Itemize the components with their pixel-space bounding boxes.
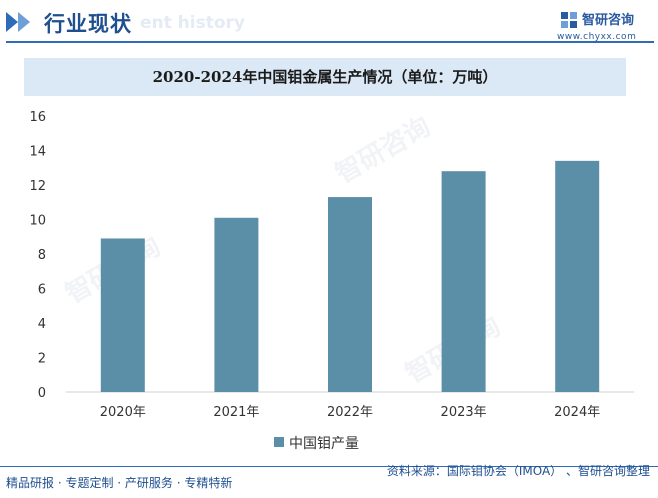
y-tick-label: 0 [38,386,46,401]
x-tick-label: 2023年 [441,405,487,420]
bar-chart: 0 2 4 6 8 10 12 14 16 2020年 2021年 2022年 2023年 2024年 [29,110,634,420]
footer-tagline: 精品研报 · 专题定制 · 产研服务 · 专精特新 [6,476,233,490]
y-tick-label: 14 [29,145,46,160]
x-tick-label: 2024年 [554,405,600,420]
logo-name: 智研咨询 [582,13,635,28]
y-tick-label: 4 [38,317,46,332]
footer-divider [0,466,658,467]
section-title: 行业现状 [44,12,132,36]
bar [328,197,372,392]
bar [214,217,259,392]
bar [441,171,486,392]
x-tick-label: 2022年 [327,405,373,420]
x-tick-label: 2020年 [100,405,146,420]
y-tick-label: 2 [38,352,46,367]
y-tick-label: 8 [38,248,46,263]
y-tick-label: 16 [29,110,46,125]
section-subtitle: ent history [140,13,245,33]
section-header: ent history 行业现状 智研咨询 www.chyxx.com [0,0,658,44]
footer-source: 资料来源：国际钼协会（IMOA） 、智研咨询整理 [386,464,650,478]
x-tick-label: 2021年 [213,405,259,420]
chart-title-band [24,58,626,96]
y-tick-label: 12 [29,179,46,194]
bar [100,238,145,392]
y-tick-label: 10 [29,214,46,229]
header-divider [6,41,654,43]
logo-url: www.chyxx.com [557,32,637,42]
bar [555,160,600,392]
chevron-icon [18,12,30,32]
legend-swatch [274,437,284,447]
y-tick-label: 6 [38,283,46,298]
logo-icon [561,12,577,28]
legend-label: 中国钼产量 [289,436,359,452]
chevron-icon [6,12,18,32]
chart-title: 2020-2024年中国钼金属生产情况（单位：万吨） [152,68,498,86]
